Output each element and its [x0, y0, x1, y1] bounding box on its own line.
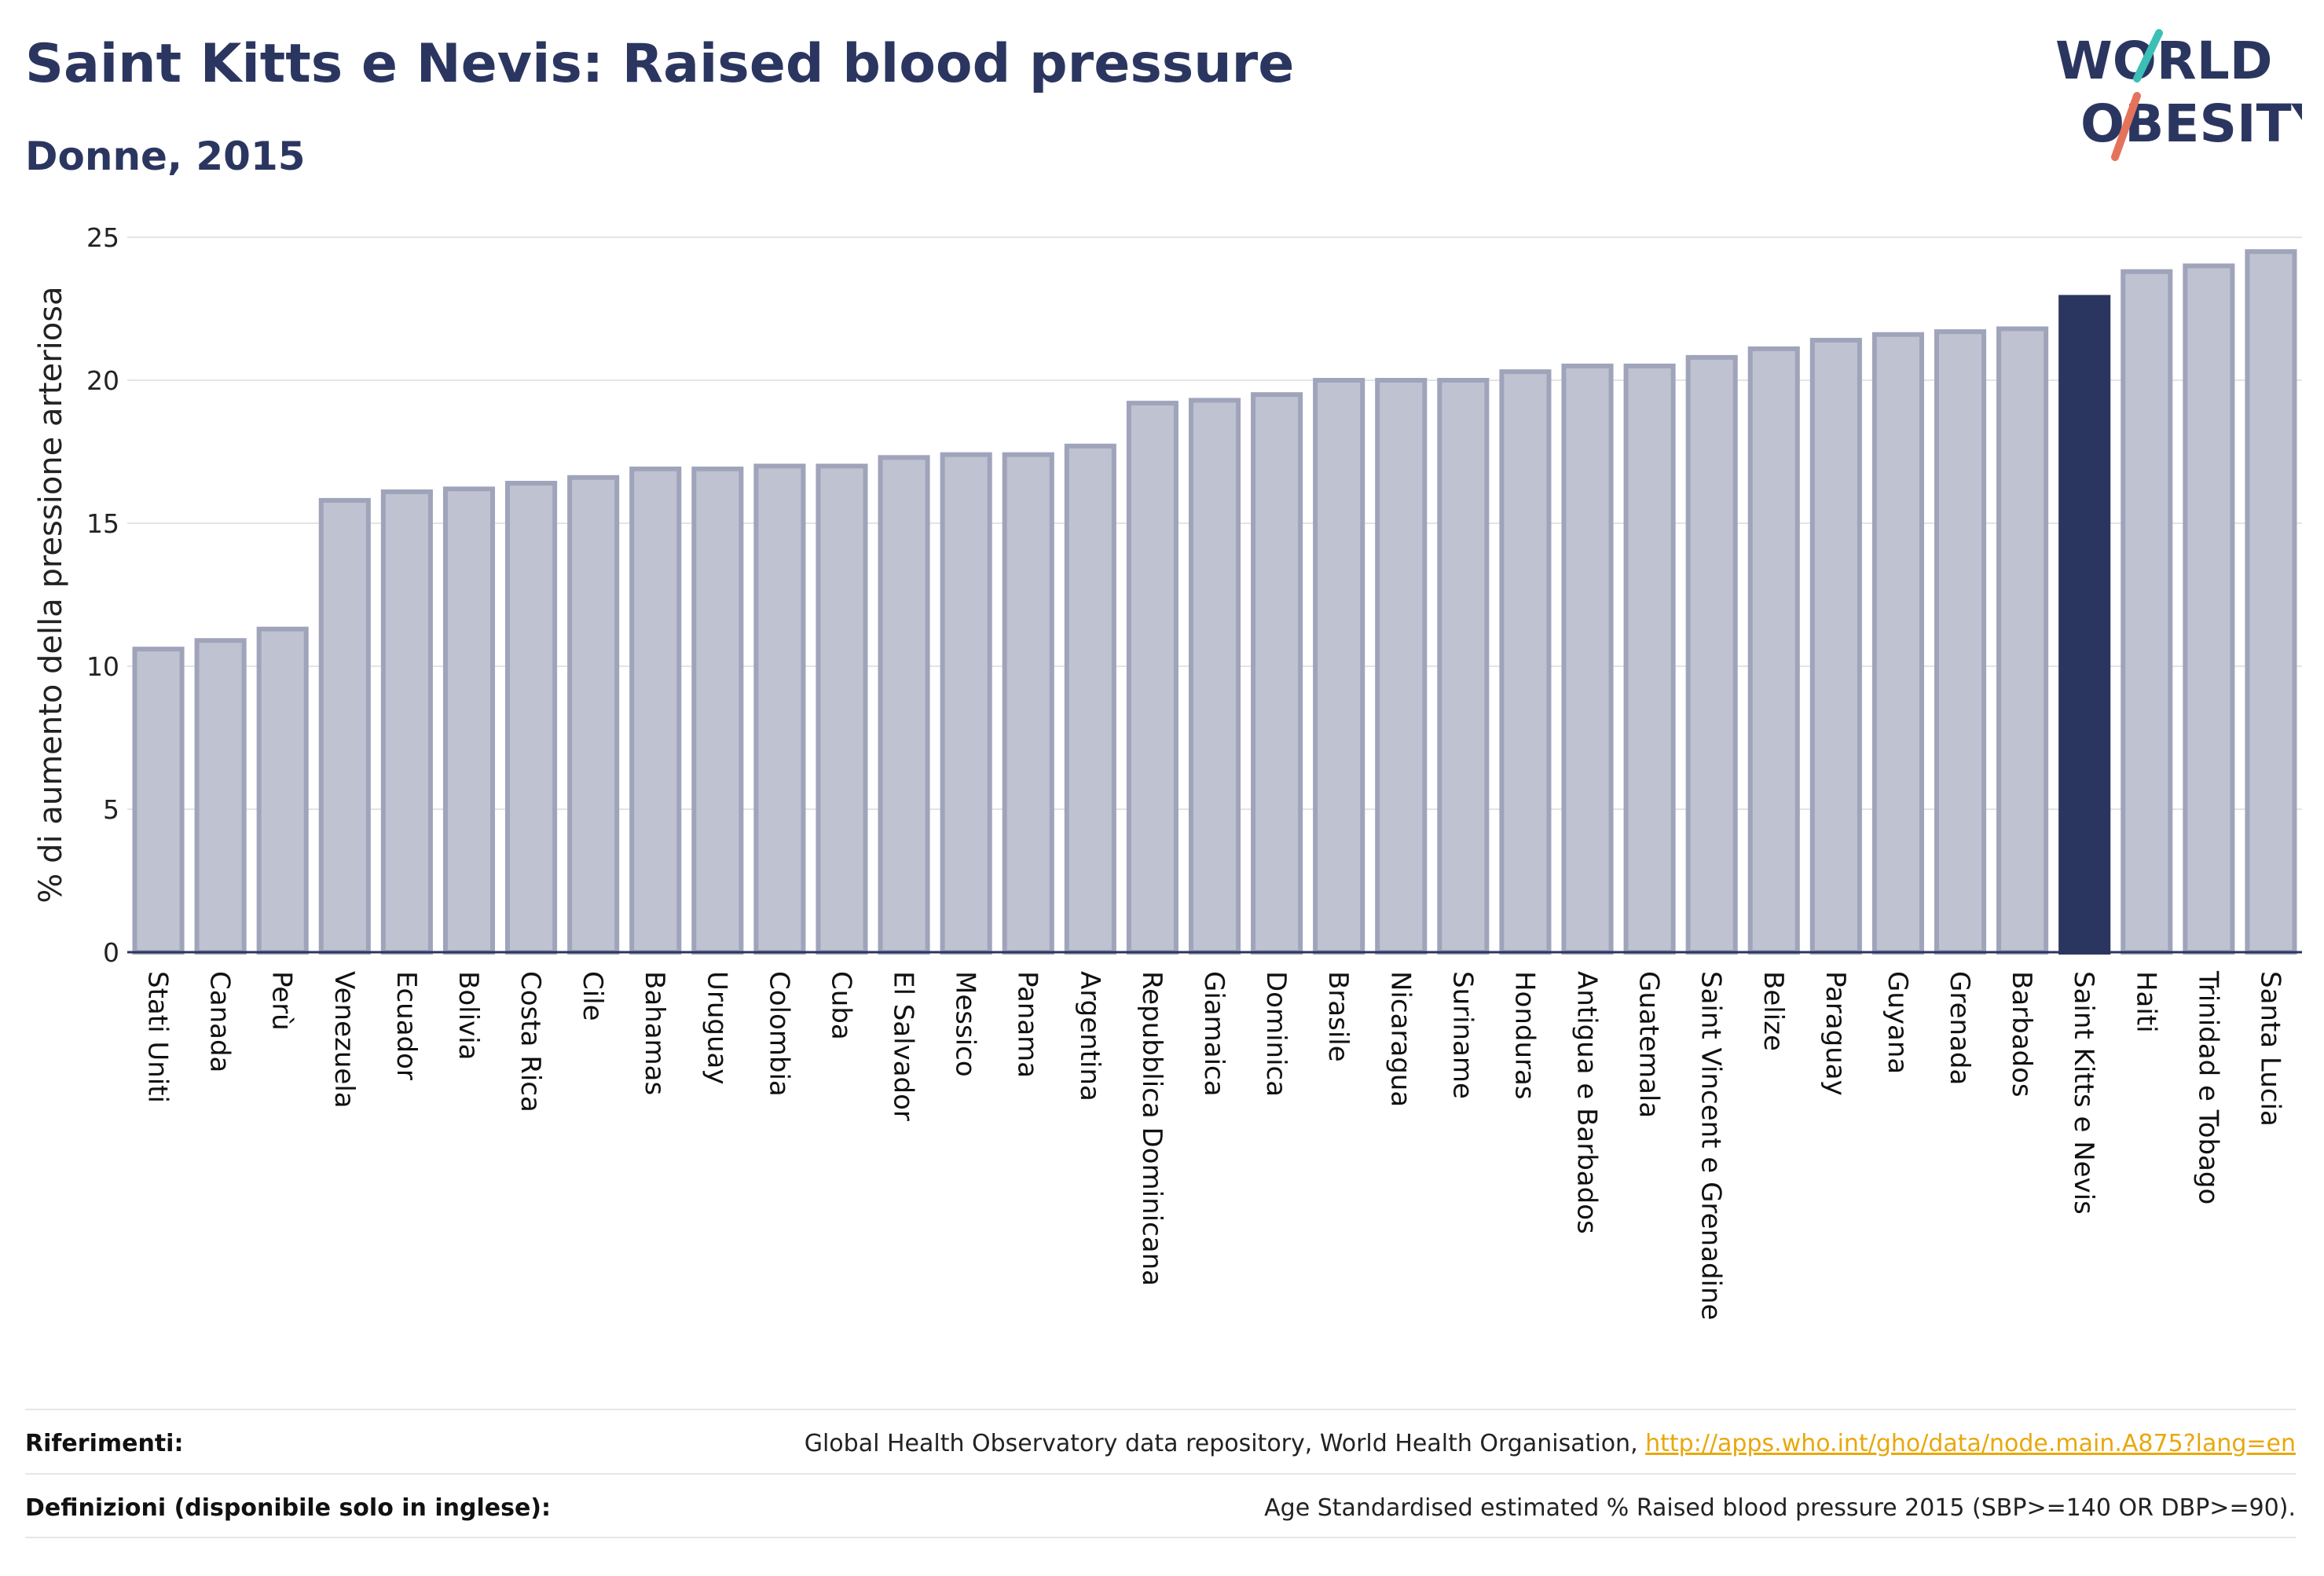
x-tick-label-19: Brasile	[1322, 971, 1354, 1062]
bar-22	[1499, 369, 1552, 955]
bar-20	[1375, 378, 1428, 955]
chart-title: Saint Kitts e Nevis: Raised blood pressu…	[25, 33, 1295, 95]
bar-16	[1126, 401, 1178, 955]
bar-7	[567, 475, 620, 955]
bar-28	[1871, 332, 1924, 955]
references-row: Riferimenti: Global Health Observatory d…	[25, 1409, 2296, 1476]
x-tick-label-18: Dominica	[1260, 971, 1292, 1097]
bar-chart: 0 5 10 15 20 25 Stati Uniti Canada Perù Venezuela…	[33, 222, 2302, 1320]
footer-divider	[25, 1537, 2296, 1538]
bar-21	[1437, 378, 1490, 955]
bar-4	[380, 489, 433, 955]
bar-14	[1002, 452, 1054, 955]
x-tick-label-21: Suriname	[1446, 971, 1478, 1099]
bar-27	[1809, 338, 1862, 955]
x-tick-label-14: Panama	[1012, 971, 1043, 1078]
x-tick-label-12: El Salvador	[888, 971, 919, 1121]
bar-12	[878, 455, 930, 955]
x-tick-label-2: Perù	[266, 971, 298, 1031]
bar-8	[629, 466, 682, 955]
definitions-text: Age Standardised estimated % Raised bloo…	[1264, 1494, 2296, 1522]
bar-3	[318, 497, 371, 955]
bar-31	[2058, 295, 2111, 955]
logo-text-world: WORLD	[2055, 31, 2273, 91]
bar-17	[1188, 398, 1241, 955]
definitions-row: Definizioni (disponibile solo in inglese…	[25, 1473, 2296, 1541]
y-tick-label-4: 20	[86, 365, 119, 396]
bar-26	[1747, 346, 1800, 955]
bar-33	[2183, 263, 2235, 955]
x-tick-label-4: Ecuador	[390, 971, 422, 1080]
x-tick-label-20: Nicaragua	[1384, 971, 1416, 1107]
bar-11	[816, 464, 868, 955]
references-label: Riferimenti:	[25, 1429, 184, 1457]
x-tick-label-13: Messico	[950, 971, 981, 1077]
bar-32	[2121, 269, 2173, 955]
bar-25	[1685, 354, 1738, 955]
x-tick-label-22: Honduras	[1508, 971, 1540, 1100]
bar-34	[2245, 249, 2297, 955]
x-tick-label-5: Bolivia	[453, 971, 484, 1060]
x-tick-label-9: Uruguay	[701, 971, 732, 1085]
bars	[132, 249, 2297, 955]
bar-1	[194, 638, 247, 955]
x-tick-label-7: Cile	[577, 971, 608, 1021]
bar-10	[753, 464, 806, 955]
x-tick-label-26: Belize	[1758, 971, 1789, 1051]
y-tick-label-0: 0	[103, 937, 119, 968]
x-tick-label-15: Argentina	[1074, 971, 1105, 1101]
definitions-label: Definizioni (disponibile solo in inglese…	[25, 1494, 551, 1522]
x-tick-label-3: Venezuela	[328, 971, 360, 1109]
logo-slash-red	[2111, 92, 2141, 161]
axes: 0 5 10 15 20 25 Stati Uniti Canada Perù Venezuela…	[86, 222, 2302, 1320]
bar-24	[1623, 363, 1676, 955]
bar-29	[1934, 329, 1987, 955]
x-tick-label-10: Colombia	[763, 971, 794, 1097]
x-tick-label-1: Canada	[204, 971, 236, 1072]
bar-6	[505, 481, 558, 955]
x-tick-label-32: Haiti	[2130, 971, 2161, 1033]
x-tick-label-11: Cuba	[825, 971, 856, 1040]
y-tick-label-1: 5	[103, 794, 119, 825]
x-tick-label-16: Repubblica Dominicana	[1136, 971, 1167, 1286]
bar-9	[691, 466, 744, 955]
bar-18	[1251, 392, 1303, 955]
x-tick-label-34: Santa Lucia	[2254, 971, 2286, 1127]
x-tick-label-28: Guyana	[1882, 971, 1913, 1074]
y-tick-label-5: 25	[86, 222, 119, 253]
x-tick-label-29: Grenada	[1944, 971, 1975, 1085]
x-tick-label-23: Antigua e Barbados	[1571, 971, 1603, 1234]
x-tick-label-31: Saint Kitts e Nevis	[2068, 971, 2099, 1215]
y-axis-label: % di aumento della pressione arteriosa	[33, 286, 69, 903]
y-tick-label-2: 10	[86, 651, 119, 682]
references-text: Global Health Observatory data repositor…	[804, 1429, 1646, 1457]
bar-23	[1561, 363, 1614, 955]
bar-0	[132, 647, 185, 955]
bar-5	[442, 486, 496, 955]
references-value: Global Health Observatory data repositor…	[805, 1430, 2296, 1457]
bar-15	[1064, 443, 1116, 955]
bar-13	[940, 452, 992, 955]
x-tick-label-8: Bahamas	[639, 971, 670, 1095]
x-tick-label-27: Paraguay	[1820, 971, 1851, 1096]
x-tick-label-0: Stati Uniti	[142, 971, 174, 1103]
x-tick-label-6: Costa Rica	[515, 971, 546, 1112]
x-tick-label-33: Trinidad e Tobago	[2192, 970, 2223, 1204]
x-tick-label-25: Saint Vincent e Grenadine	[1695, 971, 1727, 1320]
x-tick-label-17: Giamaica	[1198, 971, 1230, 1097]
bar-30	[1996, 326, 2049, 955]
references-link[interactable]: http://apps.who.int/gho/data/node.main.A…	[1645, 1429, 2296, 1457]
bar-19	[1313, 378, 1365, 955]
x-tick-label-30: Barbados	[2006, 971, 2037, 1098]
logo-slash-teal	[2133, 29, 2163, 82]
chart-subtitle: Donne, 2015	[25, 134, 306, 179]
x-tick-label-24: Guatemala	[1633, 971, 1665, 1118]
bar-2	[256, 626, 309, 955]
world-obesity-logo: WORLD OBESITY	[2055, 29, 2302, 161]
y-tick-label-3: 15	[86, 508, 119, 539]
